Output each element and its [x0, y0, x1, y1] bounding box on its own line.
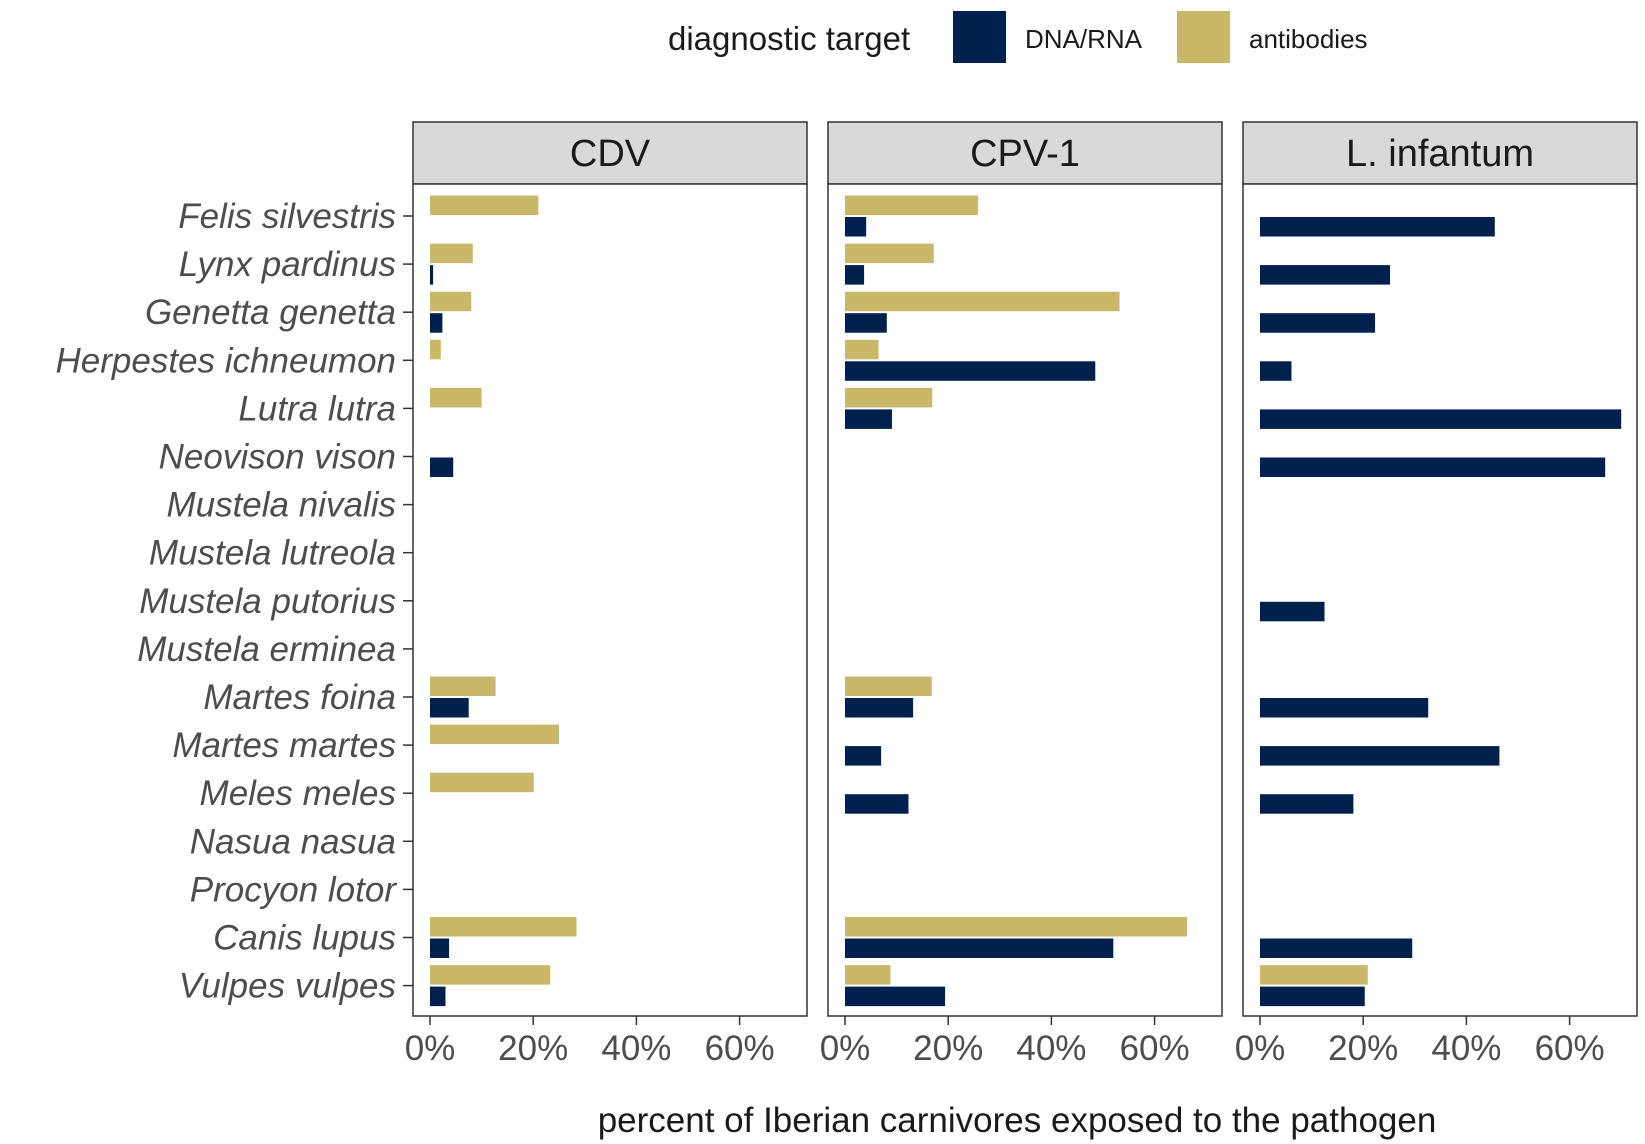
bar-antibodies: [845, 195, 979, 215]
bar-antibodies: [845, 243, 934, 264]
facet-panel: CPV-1 0% 20% 40% 60%: [820, 121, 1223, 1068]
species-label: Neovison vison: [159, 438, 396, 477]
bar-dna-rna: [845, 217, 867, 237]
bar-dna-rna: [1260, 601, 1325, 622]
species-label: Herpestes ichneumon: [56, 341, 396, 380]
bar-antibodies: [430, 387, 482, 408]
facet-strip-label: CPV-1: [970, 133, 1080, 175]
legend-swatch-antibodies: [1177, 11, 1230, 63]
bar-antibodies: [430, 772, 534, 793]
legend-label-dna: DNA/RNA: [1025, 24, 1143, 54]
bar-antibodies: [430, 243, 473, 264]
species-label: Lynx pardinus: [179, 245, 396, 284]
panel-border: [827, 183, 1223, 1017]
species-label: Canis lupus: [213, 919, 396, 958]
x-tick-label: 20%: [1328, 1029, 1398, 1068]
facet-strip-label: L. infantum: [1346, 133, 1534, 175]
species-label: Martes foina: [203, 678, 396, 717]
bar-dna-rna: [1260, 409, 1622, 429]
facet-strip-label: CDV: [570, 133, 651, 175]
species-label: Procyon lotor: [190, 870, 398, 909]
bar-dna-rna: [1260, 361, 1292, 381]
species-label: Nasua nasua: [190, 822, 396, 861]
bar-dna-rna: [845, 361, 1096, 381]
facet-strip: [1242, 121, 1638, 185]
bar-dna-rna: [845, 986, 946, 1007]
bar-dna-rna: [1260, 217, 1495, 237]
x-tick-label: 20%: [498, 1029, 568, 1068]
bar-dna-rna: [845, 938, 1114, 958]
bar-antibodies: [430, 917, 577, 937]
bar-antibodies: [1260, 965, 1368, 985]
x-tick-label: 40%: [601, 1029, 671, 1068]
species-label: Mustela putorius: [139, 582, 396, 621]
legend: diagnostic target DNA/RNA antibodies: [668, 11, 1368, 63]
bar-antibodies: [430, 291, 472, 312]
bar-dna-rna: [1260, 986, 1365, 1007]
bar-antibodies: [845, 291, 1120, 312]
bar-dna-rna: [1260, 457, 1606, 477]
bar-antibodies: [845, 339, 879, 360]
species-label: Genetta genetta: [145, 293, 396, 332]
species-label: Lutra lutra: [238, 389, 396, 428]
bar-dna-rna: [845, 794, 909, 814]
facet-panel: L. infantum 0% 20% 40% 60%: [1235, 121, 1638, 1068]
bar-antibodies: [430, 676, 496, 696]
facet-panel: CDV 0% 20% 40% 60%: [405, 121, 808, 1068]
x-tick-label: 0%: [405, 1029, 456, 1068]
bar-dna-rna: [1260, 698, 1429, 718]
x-tick-label: 0%: [1235, 1029, 1286, 1068]
species-label: Meles meles: [200, 774, 396, 813]
x-tick-label: 40%: [1016, 1029, 1086, 1068]
species-label: Felis silvestris: [178, 197, 396, 236]
x-tick-label: 20%: [913, 1029, 983, 1068]
x-tick-label: 60%: [1120, 1029, 1190, 1068]
x-tick-label: 60%: [705, 1029, 775, 1068]
bar-antibodies: [430, 724, 559, 745]
species-label: Martes martes: [172, 726, 396, 765]
bar-antibodies: [845, 965, 891, 985]
species-label: Vulpes vulpes: [179, 967, 396, 1006]
bar-antibodies: [845, 387, 933, 408]
bar-dna-rna: [430, 313, 443, 333]
bar-antibodies: [845, 676, 932, 696]
bar-dna-rna: [845, 698, 914, 718]
legend-swatch-dna: [953, 11, 1006, 63]
bar-dna-rna: [1260, 746, 1500, 766]
x-tick-label: 40%: [1431, 1029, 1501, 1068]
x-tick-label: 0%: [820, 1029, 871, 1068]
bar-dna-rna: [430, 938, 450, 958]
bar-dna-rna: [430, 986, 446, 1007]
bar-dna-rna: [845, 313, 887, 333]
y-axis-labels: Felis silvestris Lynx pardinus Genetta gen…: [56, 197, 413, 1006]
species-label: Mustela nivalis: [166, 486, 396, 525]
bar-antibodies: [430, 965, 551, 985]
bar-dna-rna: [430, 457, 454, 477]
facet-strip: [827, 121, 1223, 185]
bar-dna-rna: [1260, 313, 1376, 333]
legend-label-antibodies: antibodies: [1249, 24, 1368, 54]
bar-dna-rna: [1260, 938, 1413, 958]
facet-strip: [412, 121, 808, 185]
legend-title: diagnostic target: [668, 20, 910, 57]
bar-antibodies: [430, 195, 539, 215]
bar-dna-rna: [430, 698, 469, 718]
bar-antibodies: [430, 339, 441, 360]
bar-dna-rna: [1260, 265, 1391, 285]
x-tick-label: 60%: [1535, 1029, 1605, 1068]
x-axis-title: percent of Iberian carnivores exposed to…: [598, 1101, 1437, 1140]
species-label: Mustela erminea: [137, 630, 396, 669]
bar-dna-rna: [845, 265, 865, 285]
species-label: Mustela lutreola: [149, 534, 396, 573]
panel-border: [412, 183, 808, 1017]
panel-border: [1242, 183, 1638, 1017]
bar-dna-rna: [1260, 794, 1354, 814]
bar-dna-rna: [845, 409, 892, 429]
bar-dna-rna: [430, 265, 434, 285]
bar-antibodies: [845, 917, 1188, 937]
bar-dna-rna: [845, 746, 882, 766]
